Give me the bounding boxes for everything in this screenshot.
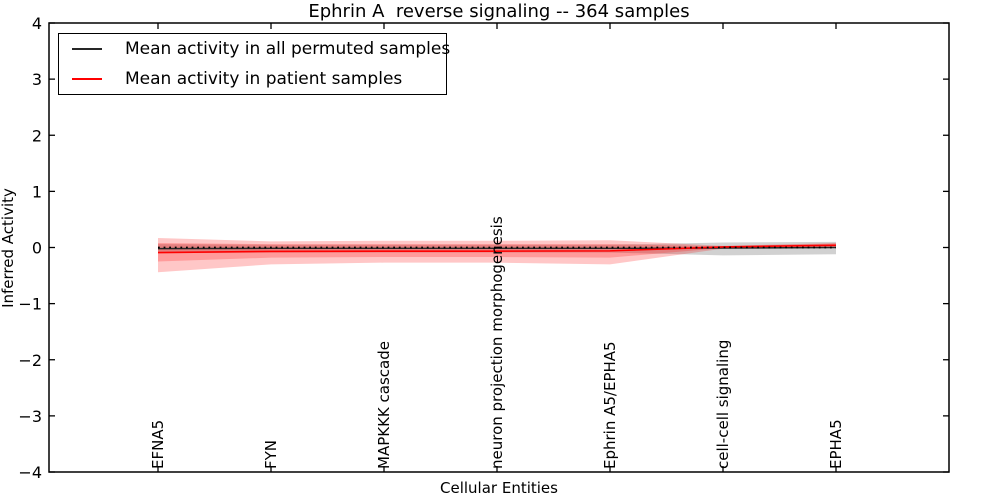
y-tick-label: −3 [18, 407, 42, 426]
legend-entry-permuted: Mean activity in all permuted samples [59, 35, 450, 63]
x-tick-label: MAPKKK cascade [375, 341, 393, 469]
x-axis-label: Cellular Entities [440, 479, 558, 497]
legend-entry-patient: Mean activity in patient samples [59, 65, 446, 93]
legend-label: Mean activity in patient samples [125, 68, 403, 89]
x-tick-label: EFNA5 [149, 420, 167, 469]
y-tick-label: 2 [32, 126, 42, 145]
x-tick-label: neuron projection morphogenesis [488, 216, 506, 469]
x-tick-label: Ephrin A5/EPHA5 [601, 341, 619, 469]
y-tick-label: 4 [32, 14, 42, 33]
x-tick-label: FYN [262, 440, 280, 469]
patient-mean-line [157, 244, 837, 254]
legend-line-sample-black [72, 48, 102, 51]
chart-title: Ephrin A reverse signaling -- 364 sample… [308, 1, 690, 22]
y-tick-label: 3 [32, 70, 42, 89]
legend-line-sample-red [72, 77, 102, 80]
legend: Mean activity in all permuted samples Me… [58, 33, 450, 95]
y-tick-label: 1 [32, 182, 42, 201]
legend-label: Mean activity in all permuted samples [125, 39, 451, 60]
y-tick-label: 0 [32, 239, 42, 258]
x-tick-label: EPHA5 [827, 419, 845, 469]
patient-samples-outer-band [158, 237, 836, 273]
y-tick-label: −1 [18, 295, 42, 314]
x-tick-label: cell-cell signaling [714, 340, 732, 469]
y-tick-label: −4 [18, 463, 42, 482]
y-tick-label: −2 [18, 351, 42, 370]
